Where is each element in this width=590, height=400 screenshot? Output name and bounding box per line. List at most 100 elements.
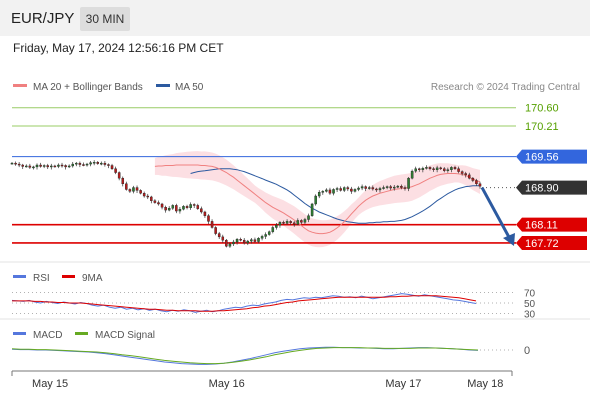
candle-body bbox=[292, 222, 296, 225]
candle-body bbox=[214, 227, 217, 234]
level-tag-169.56 bbox=[516, 149, 587, 164]
macd-signal-line bbox=[11, 347, 479, 365]
macd-legend-swatch bbox=[13, 332, 26, 335]
rsi-ma-legend-swatch bbox=[62, 275, 75, 278]
candle-body bbox=[178, 208, 182, 212]
candle-body bbox=[342, 187, 346, 191]
chart-header: EUR/JPY 30 MIN bbox=[0, 0, 590, 36]
candle-body bbox=[364, 186, 367, 189]
candle-body bbox=[285, 221, 289, 224]
macd-signal-legend-swatch bbox=[75, 332, 88, 335]
time-axis-label: May 15 bbox=[32, 378, 68, 390]
candle-body bbox=[446, 169, 450, 171]
candle-body bbox=[164, 207, 167, 211]
candle-body bbox=[192, 204, 196, 206]
candle-body bbox=[107, 164, 110, 166]
candle-body bbox=[182, 206, 185, 210]
candle-body bbox=[42, 165, 46, 167]
candle-body bbox=[260, 236, 264, 239]
macd-signal-legend-label: MACD Signal bbox=[95, 330, 155, 341]
macd-legend-label: MACD bbox=[33, 330, 62, 341]
macd-panel: 0 bbox=[11, 345, 530, 365]
candle-body bbox=[96, 162, 100, 164]
rsi-legend: RSI 9MA bbox=[13, 273, 103, 284]
candle-body bbox=[32, 166, 35, 169]
symbol-label: EUR/JPY bbox=[11, 10, 75, 27]
candle-body bbox=[239, 239, 242, 241]
bollinger-band-area bbox=[154, 151, 480, 248]
candle-body bbox=[378, 188, 382, 191]
rsi-ma-legend-label: 9MA bbox=[82, 273, 103, 284]
candle-body bbox=[128, 189, 132, 192]
candle-body bbox=[46, 165, 49, 168]
time-axis: May 15 May 16 May 17 May 18 bbox=[11, 370, 513, 390]
candle-body bbox=[125, 183, 128, 190]
main-plot: 170.60 170.21 169.56 168.90 168.11 167.72 bbox=[10, 103, 587, 250]
candle-body bbox=[428, 167, 432, 169]
level-tag-label: 170.60 bbox=[525, 103, 559, 115]
candle-body bbox=[346, 187, 350, 190]
candle-body bbox=[325, 189, 328, 192]
candle-body bbox=[400, 185, 403, 188]
candle-body bbox=[135, 187, 139, 191]
ma20-legend-swatch bbox=[13, 84, 27, 87]
candle-body bbox=[207, 215, 210, 222]
interval-button[interactable]: 30 MIN bbox=[80, 7, 130, 31]
candle-body bbox=[471, 177, 475, 181]
candle-body bbox=[132, 187, 135, 192]
candle-body bbox=[171, 205, 175, 209]
candle-body bbox=[457, 168, 460, 172]
candle-body bbox=[85, 163, 89, 166]
candle-body bbox=[385, 186, 389, 188]
candle-body bbox=[221, 236, 225, 241]
candle-body bbox=[407, 177, 410, 189]
candle-body bbox=[350, 188, 353, 192]
rsi-tick-label: 70 bbox=[524, 289, 536, 300]
macd-legend: MACD MACD Signal bbox=[13, 330, 155, 341]
candle-body bbox=[271, 227, 275, 232]
candle-body bbox=[39, 164, 42, 167]
candle-body bbox=[71, 163, 74, 167]
time-axis-label: May 18 bbox=[467, 378, 503, 390]
ma20-line bbox=[154, 164, 481, 235]
credit-label: Research © 2024 Trading Central bbox=[431, 82, 580, 93]
candle-body bbox=[235, 239, 239, 243]
candle-body bbox=[114, 168, 117, 173]
timestamp-label: Friday, May 17, 2024 12:56:16 PM CET bbox=[13, 41, 224, 55]
ma20-legend-label: MA 20 + Bollinger Bands bbox=[33, 82, 143, 93]
candle-body bbox=[478, 183, 482, 187]
candle-body bbox=[389, 186, 392, 189]
candle-body bbox=[421, 168, 425, 170]
candle-body bbox=[432, 168, 435, 170]
level-tag-label: 168.11 bbox=[525, 220, 558, 232]
candle-body bbox=[396, 185, 400, 188]
candle-body bbox=[439, 167, 442, 170]
level-tag-label: 170.21 bbox=[525, 121, 559, 133]
rsi-line bbox=[11, 293, 477, 313]
level-tag-168.90 bbox=[516, 180, 587, 195]
candle-body bbox=[357, 187, 360, 190]
candle-body bbox=[200, 208, 203, 213]
candle-body bbox=[353, 189, 357, 192]
rsi-tick-label: 30 bbox=[524, 309, 536, 320]
candle-body bbox=[160, 203, 164, 208]
candle-body bbox=[253, 239, 257, 242]
candle-body bbox=[282, 222, 285, 224]
candle-body bbox=[53, 165, 57, 168]
candle-body bbox=[232, 241, 235, 245]
candle-body bbox=[75, 162, 78, 165]
candle-body bbox=[196, 205, 200, 209]
candle-body bbox=[242, 239, 246, 244]
candle-body bbox=[150, 196, 153, 201]
candle-body bbox=[296, 220, 300, 225]
candle-body bbox=[468, 174, 471, 179]
level-tag-168.11 bbox=[516, 217, 587, 232]
candle-body bbox=[392, 186, 396, 189]
candle-body bbox=[142, 192, 146, 197]
candle-body bbox=[371, 187, 375, 190]
candle-body bbox=[250, 239, 253, 242]
candle-body bbox=[217, 233, 221, 238]
candle-body bbox=[264, 234, 267, 237]
